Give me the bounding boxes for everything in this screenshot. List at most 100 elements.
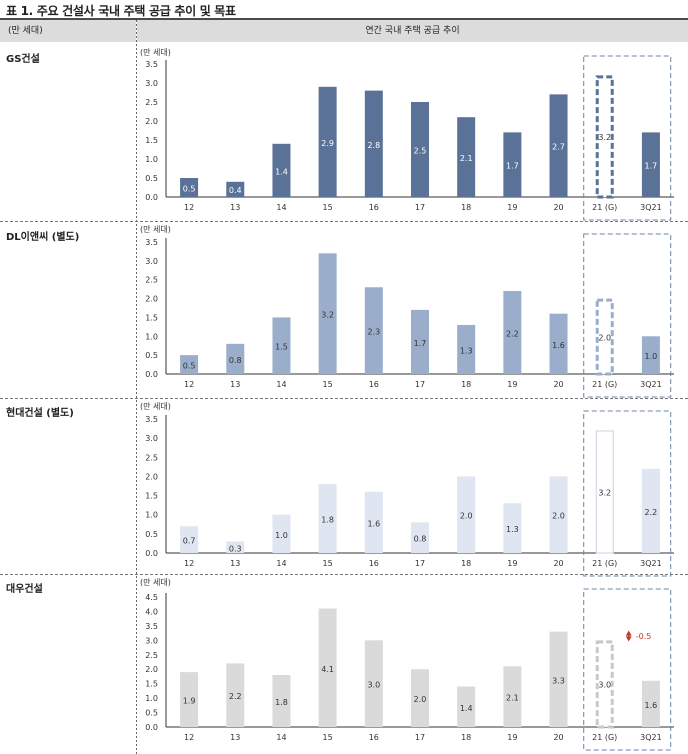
data-label: 3.0: [367, 681, 380, 690]
data-label: 1.8: [275, 698, 288, 707]
company-label-gs: GS건설: [6, 54, 40, 65]
data-label: 1.6: [645, 701, 658, 710]
bar: [549, 313, 568, 374]
annotation-arrow-head-up: [625, 630, 632, 636]
bar: [226, 663, 245, 727]
x-tick-label: 13: [230, 203, 240, 212]
y-tick-label: 2.5: [145, 98, 158, 107]
column-divider: [136, 20, 137, 754]
y-tick-label: 4.5: [145, 593, 158, 602]
x-tick-label: 13: [230, 380, 240, 389]
data-label: 1.8: [321, 516, 334, 525]
x-tick-label: 19: [507, 203, 517, 212]
guidance-dashed-box: [583, 410, 672, 577]
y-tick-label: 0.5: [145, 351, 158, 360]
bar: [226, 343, 245, 374]
unit-label: (만 세대): [140, 48, 171, 57]
x-tick-label: 17: [415, 203, 425, 212]
x-tick-label: 20: [553, 733, 563, 742]
y-tick-label: 1.0: [145, 332, 158, 341]
guidance-dashed-box: [583, 55, 672, 221]
x-tick-label: 3Q21: [640, 559, 662, 568]
y-tick-label: 0.5: [145, 530, 158, 539]
bar: [503, 503, 522, 553]
x-tick-label: 20: [553, 380, 563, 389]
data-label: 0.5: [183, 185, 196, 194]
x-tick-label: 14: [276, 559, 286, 568]
bar: [549, 476, 568, 553]
data-label: 2.3: [367, 328, 380, 337]
data-label: 1.5: [275, 343, 288, 352]
data-label: 2.0: [414, 695, 427, 704]
data-label: 2.8: [367, 141, 380, 150]
guidance-dashed-box: [583, 233, 672, 398]
data-label: 2.0: [552, 512, 565, 521]
y-tick-label: 1.5: [145, 492, 158, 501]
data-label: 2.2: [506, 330, 519, 339]
y-tick-label: 2.0: [145, 472, 158, 481]
data-label: 1.4: [275, 167, 288, 176]
x-tick-label: 16: [369, 559, 379, 568]
annotation-label: -0.5: [636, 632, 652, 641]
bar-guidance: [595, 640, 614, 729]
x-tick-label: 19: [507, 380, 517, 389]
bar: [364, 287, 383, 374]
bar: [364, 640, 383, 727]
data-label: 3.2: [321, 311, 334, 320]
data-label: 1.7: [414, 339, 427, 348]
bar: [364, 90, 383, 197]
x-tick-label: 20: [553, 559, 563, 568]
data-label: 2.2: [645, 508, 658, 517]
unit-label: (만 세대): [140, 225, 171, 234]
data-label: 3.0: [598, 681, 611, 690]
y-tick-label: 1.5: [145, 313, 158, 322]
y-tick-label: 2.0: [145, 665, 158, 674]
bar-guidance: [595, 75, 614, 199]
x-tick-label: 15: [323, 559, 333, 568]
chart-gs: (만 세대) 0.0 0.5 1.0 1.5 2.0 2.5 3.0 3.5 0.5 12 0.4 13…: [140, 48, 674, 221]
x-tick-label: 3Q21: [640, 203, 662, 212]
data-label: 2.1: [460, 154, 473, 163]
x-tick-label: 17: [415, 733, 425, 742]
guidance-dashed-box: [583, 588, 672, 751]
company-label-dl: DL이앤씨 (별도): [6, 232, 80, 243]
y-tick-label: 0.0: [145, 723, 158, 732]
x-tick-label: 16: [369, 733, 379, 742]
bar: [641, 468, 660, 553]
company-label-daewoo: 대우건설: [6, 584, 43, 595]
y-tick-label: 3.5: [145, 415, 158, 424]
x-tick-label: 13: [230, 733, 240, 742]
x-tick-label: 16: [369, 203, 379, 212]
bar: [411, 309, 429, 374]
bar: [226, 181, 245, 197]
bar: [457, 324, 476, 374]
data-label: 0.8: [414, 535, 427, 544]
data-label: 2.2: [229, 692, 242, 701]
y-tick-label: 2.0: [145, 117, 158, 126]
data-label: 3.2: [598, 133, 611, 142]
y-tick-label: 2.5: [145, 453, 158, 462]
bar: [549, 94, 568, 197]
bar: [180, 355, 199, 374]
y-tick-label: 2.5: [145, 651, 158, 660]
annotation-arrow-head-down: [625, 636, 632, 642]
bar: [641, 680, 660, 727]
x-tick-label: 18: [461, 733, 471, 742]
x-tick-label: 17: [415, 559, 425, 568]
data-label: 0.5: [183, 362, 196, 371]
header-title-cell: 연간 국내 주택 공급 추이: [137, 20, 688, 42]
y-tick-label: 3.5: [145, 60, 158, 69]
unit-label: (만 세대): [140, 578, 171, 587]
x-tick-label: 3Q21: [640, 380, 662, 389]
bar: [272, 675, 291, 727]
y-tick-label: 3.5: [145, 238, 158, 247]
y-tick-label: 0.0: [145, 193, 158, 202]
bar: [180, 526, 199, 553]
data-label: 0.7: [183, 537, 196, 546]
bar: [226, 541, 245, 553]
x-tick-label: 14: [276, 733, 286, 742]
bar: [503, 291, 522, 374]
data-label: 2.1: [506, 694, 519, 703]
x-tick-label: 15: [323, 203, 333, 212]
data-label: 1.3: [506, 525, 519, 534]
